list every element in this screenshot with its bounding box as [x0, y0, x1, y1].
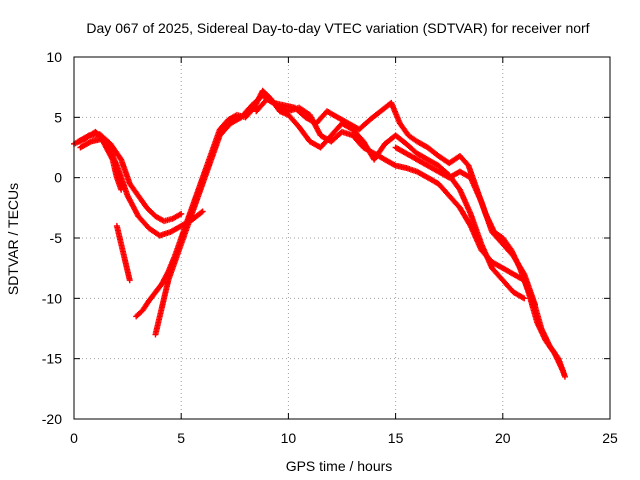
y-tick-label: -15 [42, 351, 62, 367]
y-tick-label: 0 [54, 170, 62, 186]
x-tick-label: 10 [281, 430, 297, 446]
data-point [199, 208, 206, 215]
data-point [178, 210, 185, 217]
y-axis-label: SDTVAR / TECUs [5, 183, 21, 295]
axis-ticks: 0 5 10 15 20 25 -20 -15 -10 -5 0 5 10 [42, 49, 618, 446]
x-axis-label: GPS time / hours [286, 458, 393, 474]
x-tick-label: 0 [70, 430, 78, 446]
y-tick-label: -5 [50, 230, 63, 246]
data-point [118, 186, 125, 193]
x-tick-label: 5 [177, 430, 185, 446]
x-tick-label: 20 [495, 430, 511, 446]
data-points [71, 87, 568, 380]
data-point-fill [198, 209, 205, 216]
y-tick-label: 10 [46, 49, 62, 65]
data-point [126, 277, 133, 284]
y-tick-label: -10 [42, 290, 62, 306]
data-point [521, 295, 528, 302]
data-point-fill [520, 269, 527, 276]
y-tick-label: -20 [42, 411, 62, 427]
y-tick-label: 5 [54, 109, 62, 125]
data-point [561, 373, 568, 380]
x-tick-label: 15 [388, 430, 404, 446]
chart-title: Day 067 of 2025, Sidereal Day-to-day VTE… [86, 20, 589, 36]
x-tick-label: 25 [602, 430, 618, 446]
